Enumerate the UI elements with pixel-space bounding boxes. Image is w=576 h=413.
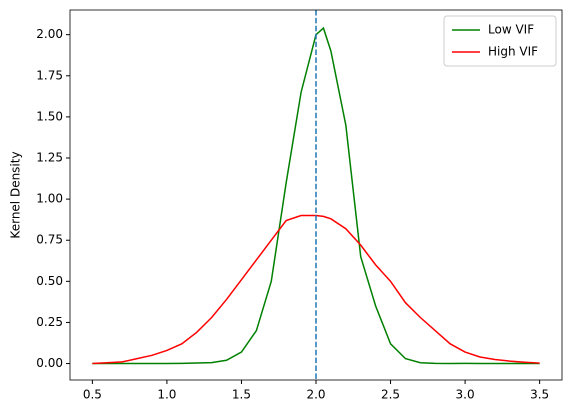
y-tick-label: 0.75 — [36, 233, 63, 247]
legend-label: Low VIF — [488, 23, 534, 37]
x-tick-label: 3.5 — [530, 388, 549, 402]
y-tick-label: 1.75 — [36, 68, 63, 82]
y-tick-label: 0.00 — [36, 356, 63, 370]
y-tick-label: 2.00 — [36, 27, 63, 41]
legend-label: High VIF — [488, 45, 538, 59]
x-tick-label: 0.5 — [83, 388, 102, 402]
x-tick-label: 1.5 — [232, 388, 251, 402]
legend-box — [443, 15, 557, 67]
x-tick-label: 3.0 — [456, 388, 475, 402]
x-tick-label: 2.5 — [381, 388, 400, 402]
axes-frame — [69, 9, 563, 381]
x-tick-label: 1.0 — [157, 388, 176, 402]
y-tick-label: 0.50 — [36, 274, 63, 288]
y-tick-label: 1.00 — [36, 192, 63, 206]
y-tick-label: 1.50 — [36, 109, 63, 123]
line — [92, 26, 540, 365]
x-tick-label: 2.0 — [306, 388, 325, 402]
y-tick-label: 0.25 — [36, 315, 63, 329]
y-axis-label: Kernel Density — [9, 151, 23, 238]
y-tick-label: 1.25 — [36, 151, 63, 165]
line — [92, 214, 540, 365]
